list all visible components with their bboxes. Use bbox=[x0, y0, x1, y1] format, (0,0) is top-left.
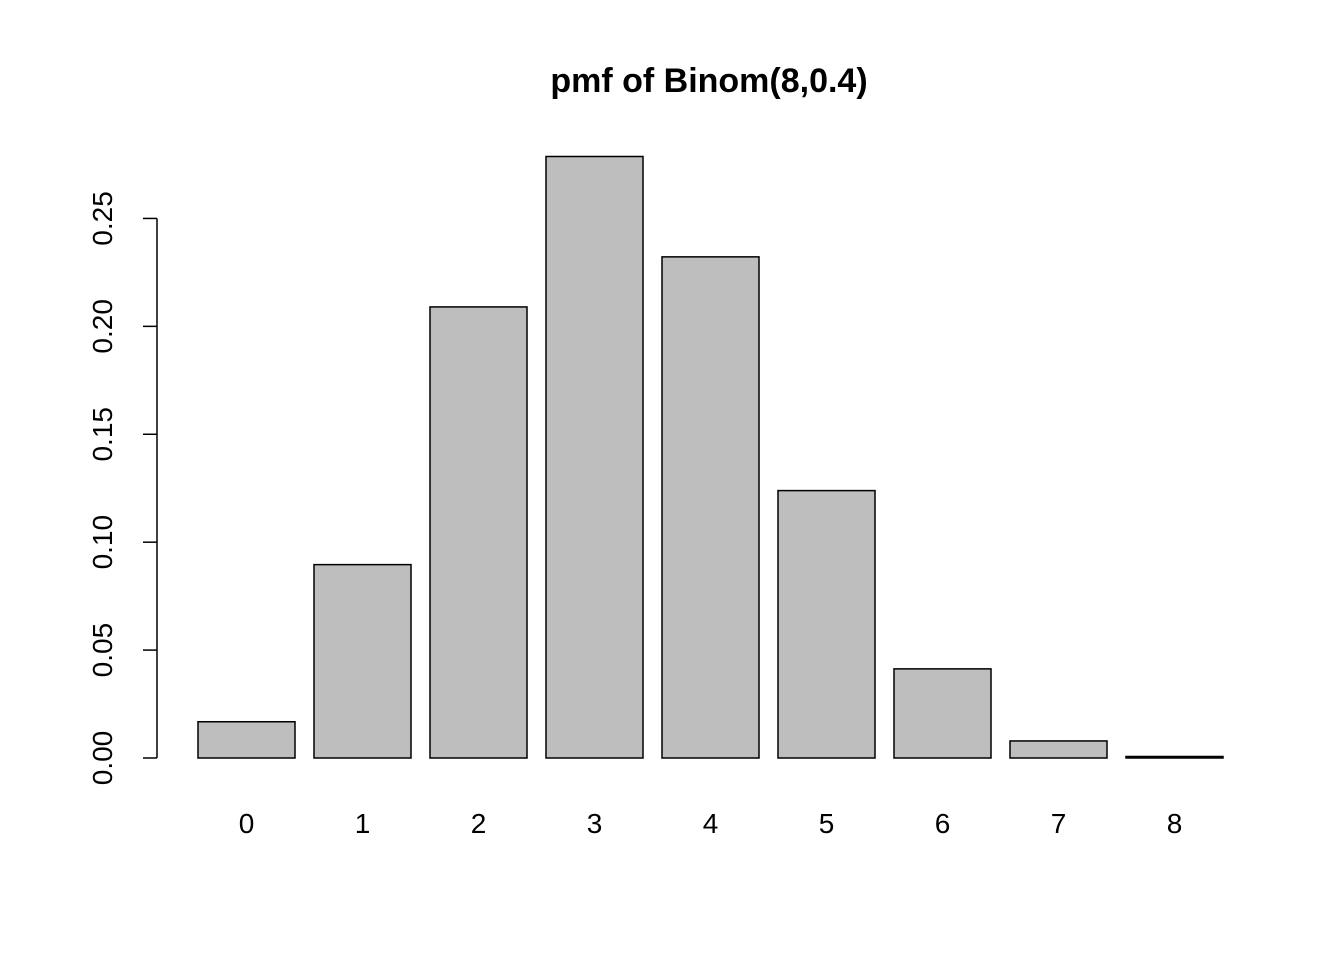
chart-title: pmf of Binom(8,0.4) bbox=[550, 62, 867, 100]
y-tick-label: 0.15 bbox=[87, 407, 118, 462]
x-tick-label: 5 bbox=[819, 808, 835, 839]
y-tick-label: 0.05 bbox=[87, 623, 118, 678]
bar bbox=[429, 306, 528, 759]
x-tick-label: 6 bbox=[935, 808, 951, 839]
bar bbox=[661, 256, 760, 759]
y-tick-label: 0.25 bbox=[87, 191, 118, 246]
x-tick-label: 8 bbox=[1167, 808, 1183, 839]
bar bbox=[1009, 740, 1108, 759]
bar bbox=[313, 563, 412, 759]
x-tick-label: 7 bbox=[1051, 808, 1067, 839]
y-tick-label: 0.00 bbox=[87, 731, 118, 786]
x-tick-label: 3 bbox=[587, 808, 603, 839]
x-tick-label: 2 bbox=[471, 808, 487, 839]
bar bbox=[545, 155, 644, 759]
x-tick-label: 0 bbox=[239, 808, 255, 839]
y-tick-label: 0.20 bbox=[87, 299, 118, 354]
x-tick-label: 4 bbox=[703, 808, 719, 839]
bar bbox=[777, 489, 876, 759]
bar bbox=[197, 720, 296, 759]
bar bbox=[1125, 755, 1224, 759]
x-tick-label: 1 bbox=[355, 808, 371, 839]
y-tick-label: 0.10 bbox=[87, 515, 118, 570]
bar bbox=[893, 668, 992, 759]
